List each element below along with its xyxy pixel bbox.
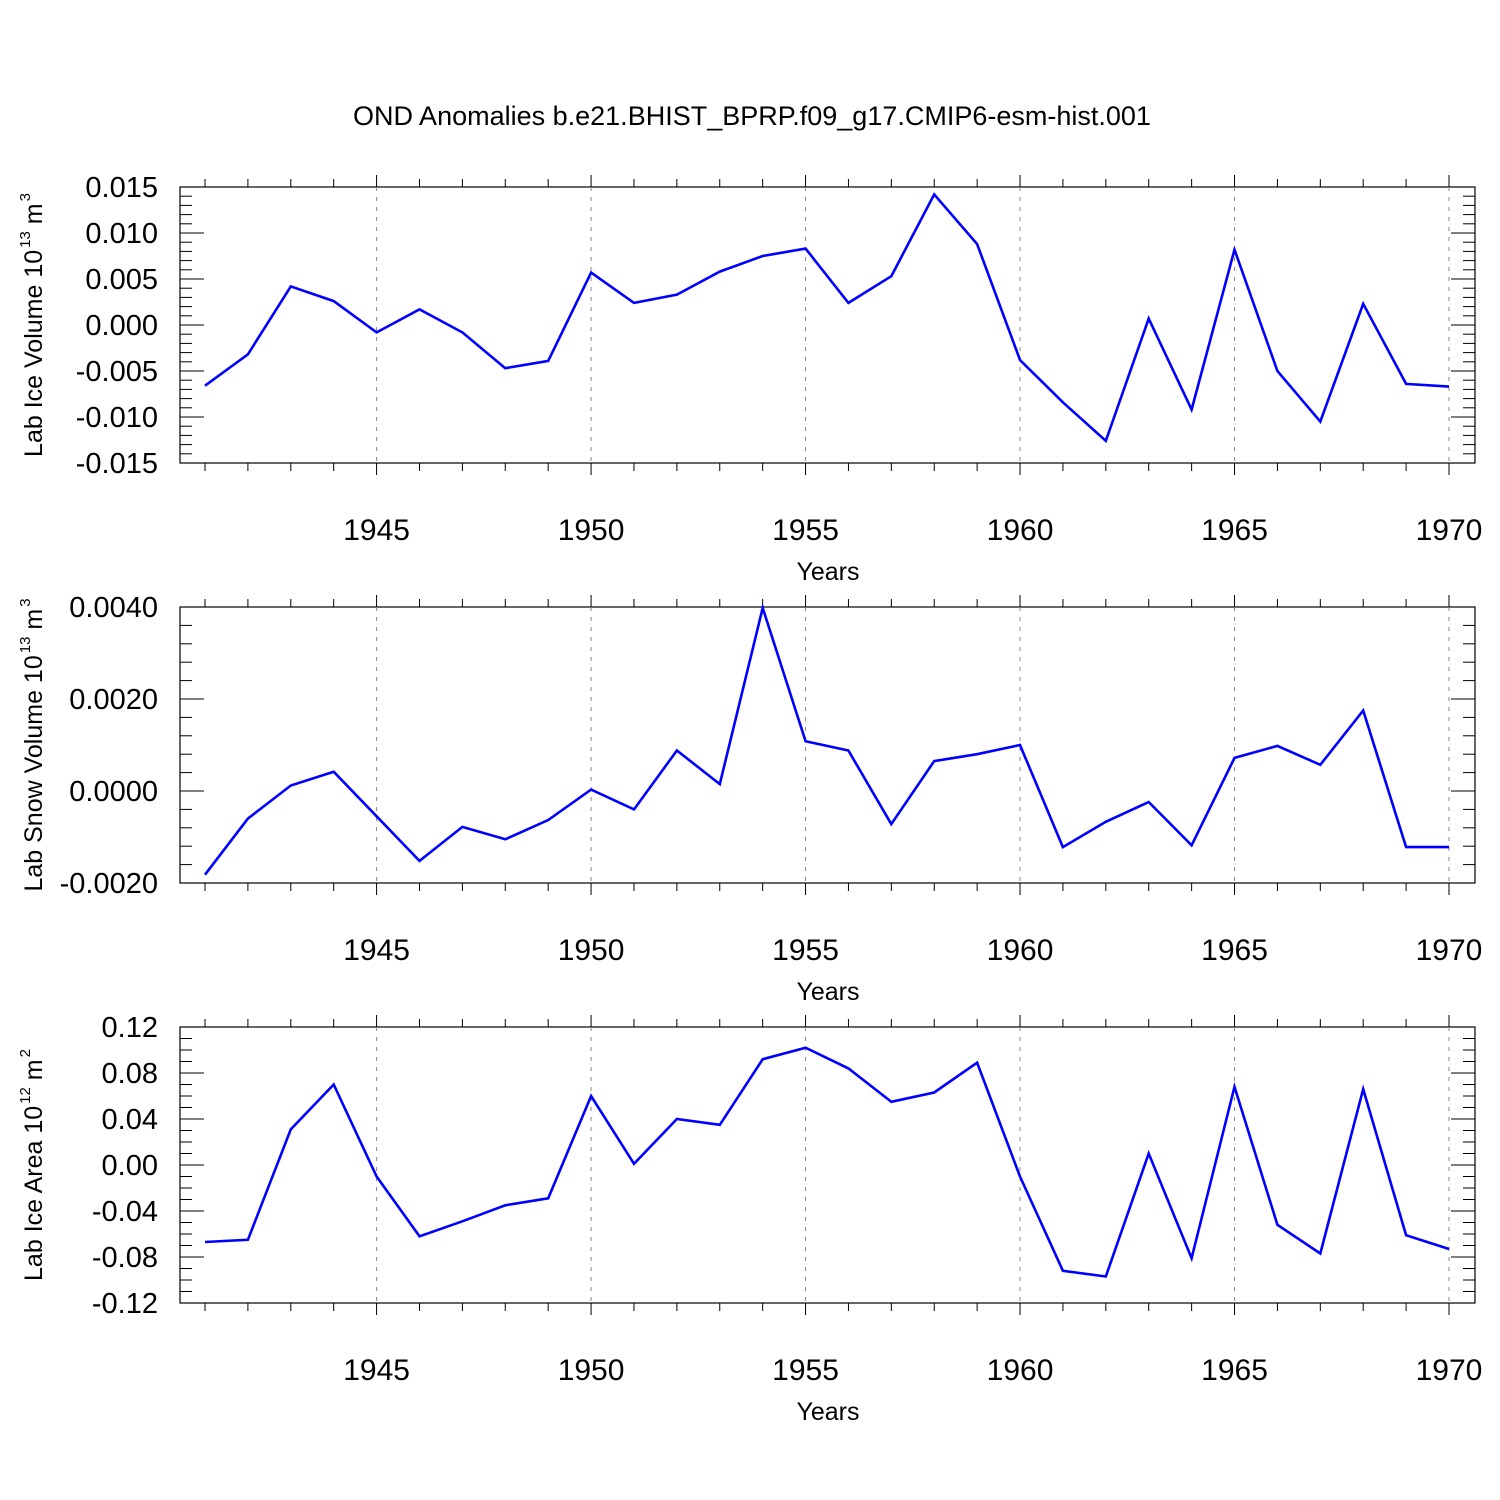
x-tick-label: 1955 [772,934,839,967]
y-axis-label: Lab Ice Area 1012 m2 [17,1049,48,1281]
plot-frame [179,1026,1476,1304]
y-tick-label: -0.005 [76,356,158,388]
x-tick-label: 1945 [343,1354,410,1387]
chart-panel-1: -0.015 -0.010 -0.005 0.000 0.005 0.010 0.015 19… [17,172,1482,586]
y-tick-label: -0.015 [76,448,158,480]
y-tick-label: -0.04 [92,1196,158,1228]
y-tick-label: 0.08 [102,1058,158,1090]
y-tick-label: -0.0020 [60,868,158,900]
y-tick-label: -0.12 [92,1288,158,1320]
x-tick-label: 1950 [558,514,625,547]
panels: -0.015 -0.010 -0.005 0.000 0.005 0.010 0.015 19… [17,172,1482,1426]
chart-panel-2: -0.0020 0.0000 0.0020 0.0040 1945 1950 1955 196… [17,592,1482,1006]
x-axis-label: Years [796,978,859,1006]
x-axis-label: Years [796,558,859,586]
y-tick-label: 0.000 [85,310,158,342]
x-tick-label: 1970 [1416,514,1483,547]
x-tick-label: 1965 [1201,514,1268,547]
y-axis-label: Lab Ice Volume 1013 m3 [17,193,48,457]
y-tick-label: 0.0000 [69,776,158,808]
series-line [203,603,1449,876]
x-tick-label: 1945 [343,514,410,547]
y-tick-label: 0.0040 [69,592,158,624]
x-tick-label: 1960 [987,1354,1054,1387]
x-axis-label: Years [796,1398,859,1426]
x-tick-label: 1950 [558,1354,625,1387]
x-tick-label: 1955 [772,514,839,547]
series-line [204,1046,1450,1278]
x-tick-label: 1945 [343,934,410,967]
y-tick-label: 0.010 [85,218,158,250]
y-tick-label: 0.0020 [69,684,158,716]
x-tick-label: 1960 [987,934,1054,967]
y-tick-label: 0.12 [102,1012,158,1044]
x-tick-label: 1970 [1416,934,1483,967]
x-tick-label: 1965 [1201,1354,1268,1387]
figure-title: OND Anomalies b.e21.BHIST_BPRP.f09_g17.C… [353,101,1151,131]
y-axis-label: Lab Snow Volume 1013 m3 [17,598,48,891]
y-tick-label: -0.08 [92,1242,158,1274]
y-tick-label: 0.005 [85,264,158,296]
y-tick-label: -0.010 [76,402,158,434]
y-tick-label: 0.04 [102,1104,158,1136]
y-tick-label: 0.015 [85,172,158,204]
x-tick-label: 1950 [558,934,625,967]
series-line [204,192,1450,444]
chart-panel-3: -0.12 -0.08 -0.04 0.00 0.04 0.08 0.12 1945 1950 1… [17,1012,1482,1426]
x-tick-label: 1955 [772,1354,839,1387]
y-tick-label: 0.00 [102,1150,158,1182]
x-tick-label: 1965 [1201,934,1268,967]
plot-frame [179,606,1476,884]
x-tick-label: 1960 [987,514,1054,547]
plot-frame [179,186,1476,464]
x-tick-label: 1970 [1416,1354,1483,1387]
